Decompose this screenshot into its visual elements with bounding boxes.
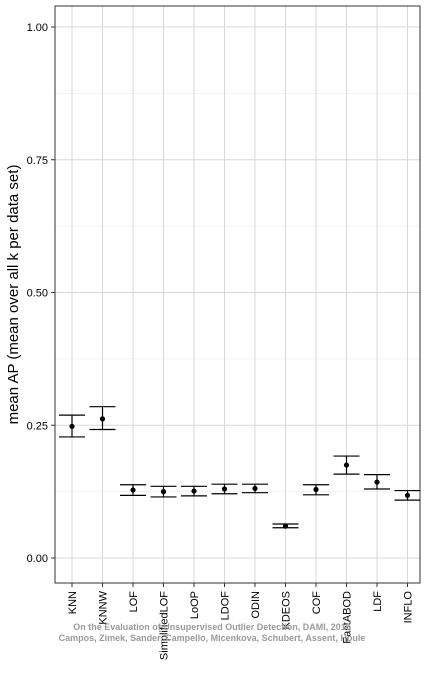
mean-point (343, 462, 350, 468)
mean-point (160, 489, 167, 495)
grid-lines (55, 6, 420, 583)
x-tick-label: LDF (372, 591, 384, 612)
errorbar-loop (181, 485, 207, 497)
error-bars (59, 406, 421, 529)
y-tick-label: 0.00 (27, 553, 48, 565)
errorbar-odin (242, 483, 268, 494)
x-axis-ticks: KNN KNNW LOF SimplifiedLOF LoOP LDOF ODIN KDEOS… (67, 583, 415, 660)
errorbar-simplifiedlof (150, 485, 177, 498)
x-tick-label: KNNW (98, 590, 110, 624)
x-tick-label: KDEOS (281, 591, 293, 630)
x-tick-label: LDOF (220, 591, 232, 621)
x-tick-label: COF (311, 591, 323, 615)
y-axis-label: mean AP (mean over all k per data set) (5, 165, 22, 425)
mean-point (374, 479, 380, 485)
mean-point (404, 492, 411, 498)
errorbar-ldof (211, 483, 238, 495)
mean-point (313, 486, 319, 493)
errorbar-fastabod (333, 455, 360, 475)
x-tick-label: LoOP (189, 591, 201, 619)
y-tick-label: 1.00 (27, 22, 48, 34)
watermark-line-2: Campos, Zimek, Sander, Campello, Micenko… (59, 633, 366, 643)
y-tick-label: 0.50 (27, 288, 48, 300)
mean-point (69, 423, 75, 429)
y-tick-label: 0.75 (27, 155, 48, 167)
x-tick-label: LOF (128, 591, 140, 613)
mean-point (282, 523, 289, 529)
x-tick-label: KNN (67, 591, 79, 614)
errorbar-ldf (364, 474, 390, 490)
x-tick-label: INFLO (403, 591, 415, 624)
errorbar-knnw (89, 406, 116, 431)
mean-point (252, 485, 258, 492)
errorbar-cof (303, 484, 329, 496)
watermark-line-1: On the Evaluation of Unsupervised Outlie… (73, 622, 351, 632)
x-tick-label: FastABOD (342, 591, 354, 644)
mean-point (130, 487, 136, 493)
plot-panel-border (54, 5, 421, 584)
errorbar-kdeos (272, 523, 299, 529)
x-tick-label: ODIN (250, 591, 262, 619)
mean-point (221, 486, 228, 492)
y-tick-label: 0.25 (27, 420, 48, 432)
x-tick-label: SimplifiedLOF (159, 591, 171, 660)
mean-point (191, 488, 197, 494)
mean-point (99, 416, 106, 422)
errorbar-knn (59, 414, 85, 438)
y-axis-ticks: 0.00 0.25 0.50 0.75 1.00 (27, 22, 55, 565)
errorbar-lof (120, 484, 146, 496)
errorbar-inflo (394, 489, 421, 501)
